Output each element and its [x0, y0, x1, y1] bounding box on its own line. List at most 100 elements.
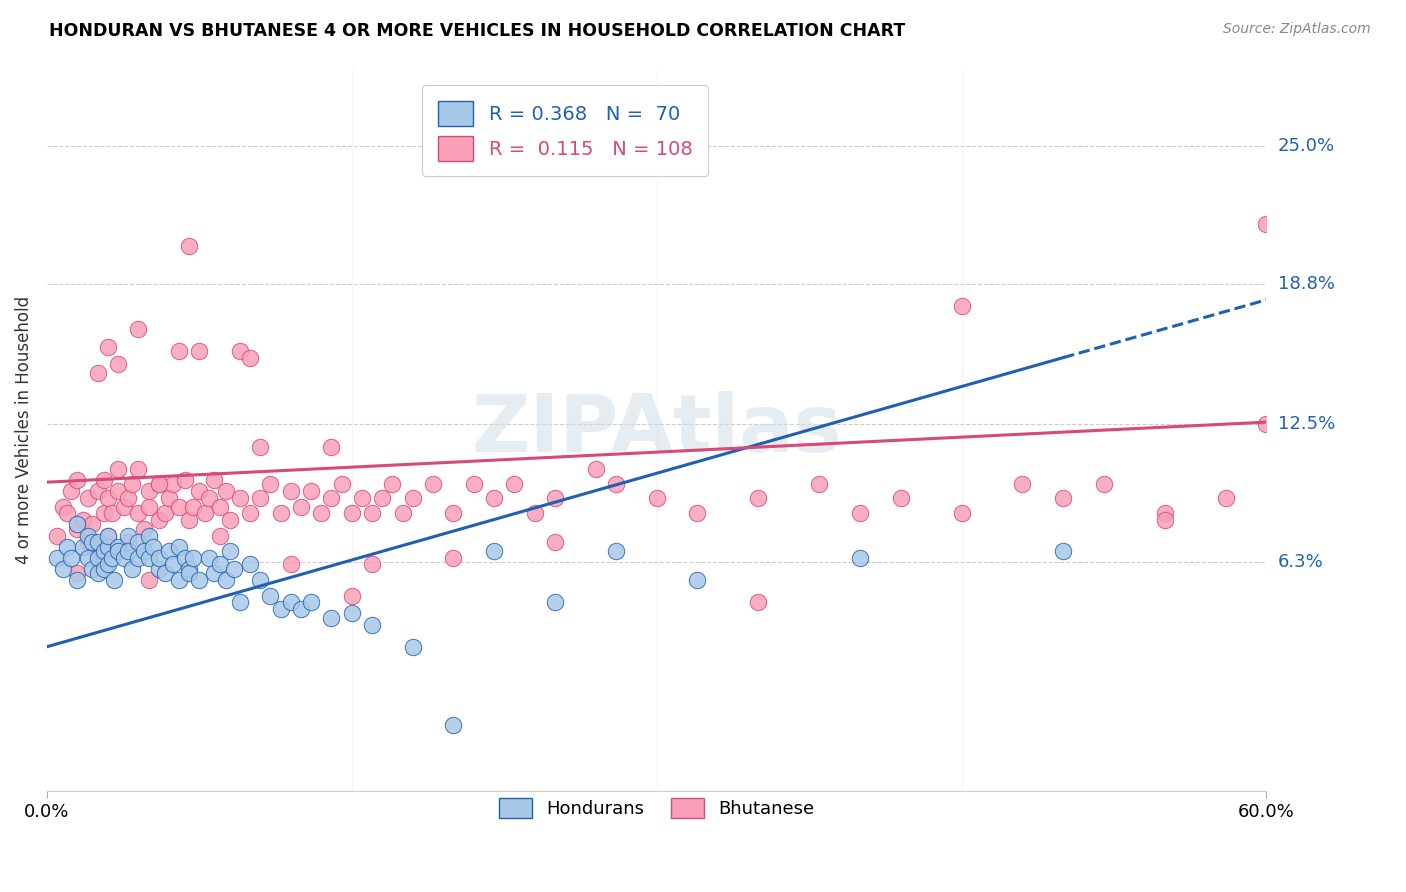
Point — [138, 528, 160, 542]
Point — [239, 558, 262, 572]
Point — [121, 477, 143, 491]
Point — [97, 491, 120, 505]
Point — [80, 562, 103, 576]
Point — [107, 540, 129, 554]
Point — [361, 617, 384, 632]
Point — [148, 550, 170, 565]
Point — [321, 611, 343, 625]
Point — [66, 522, 89, 536]
Point — [270, 506, 292, 520]
Point — [270, 602, 292, 616]
Point — [605, 544, 627, 558]
Point — [605, 477, 627, 491]
Legend: Hondurans, Bhutanese: Hondurans, Bhutanese — [492, 790, 821, 826]
Point — [46, 550, 69, 565]
Point — [107, 462, 129, 476]
Point — [188, 484, 211, 499]
Point — [93, 473, 115, 487]
Point — [890, 491, 912, 505]
Point — [645, 491, 668, 505]
Point — [138, 573, 160, 587]
Point — [153, 566, 176, 581]
Text: 6.3%: 6.3% — [1278, 553, 1323, 571]
Text: ZIPAtlas: ZIPAtlas — [471, 391, 842, 469]
Point — [157, 491, 180, 505]
Point — [350, 491, 373, 505]
Point — [381, 477, 404, 491]
Point — [93, 506, 115, 520]
Point — [202, 473, 225, 487]
Point — [127, 506, 149, 520]
Point — [290, 602, 312, 616]
Point — [290, 500, 312, 514]
Point — [482, 491, 505, 505]
Point — [66, 517, 89, 532]
Point — [218, 544, 240, 558]
Point — [56, 540, 79, 554]
Point — [93, 562, 115, 576]
Point — [86, 366, 108, 380]
Point — [148, 562, 170, 576]
Point — [747, 491, 769, 505]
Point — [97, 528, 120, 542]
Point — [66, 573, 89, 587]
Point — [402, 491, 425, 505]
Point — [1153, 506, 1175, 520]
Text: 25.0%: 25.0% — [1278, 137, 1334, 155]
Point — [179, 513, 201, 527]
Point — [134, 522, 156, 536]
Point — [174, 550, 197, 565]
Point — [148, 477, 170, 491]
Point — [153, 506, 176, 520]
Point — [950, 300, 973, 314]
Point — [174, 473, 197, 487]
Point — [849, 550, 872, 565]
Point — [80, 517, 103, 532]
Point — [103, 573, 125, 587]
Point — [76, 528, 98, 542]
Point — [134, 544, 156, 558]
Point — [167, 573, 190, 587]
Point — [80, 535, 103, 549]
Point — [1011, 477, 1033, 491]
Point — [60, 550, 83, 565]
Point — [101, 550, 124, 565]
Point — [503, 477, 526, 491]
Point — [259, 477, 281, 491]
Point — [747, 595, 769, 609]
Point — [86, 566, 108, 581]
Point — [117, 535, 139, 549]
Point — [188, 343, 211, 358]
Point — [157, 544, 180, 558]
Point — [218, 513, 240, 527]
Point — [544, 535, 567, 549]
Text: Source: ZipAtlas.com: Source: ZipAtlas.com — [1223, 22, 1371, 37]
Point — [52, 562, 75, 576]
Point — [56, 506, 79, 520]
Point — [361, 558, 384, 572]
Point — [299, 595, 322, 609]
Point — [208, 528, 231, 542]
Point — [463, 477, 485, 491]
Point — [441, 550, 464, 565]
Point — [249, 573, 271, 587]
Point — [208, 558, 231, 572]
Point — [1215, 491, 1237, 505]
Point — [167, 343, 190, 358]
Point — [76, 535, 98, 549]
Point — [46, 528, 69, 542]
Point — [391, 506, 413, 520]
Point — [239, 506, 262, 520]
Point — [1052, 544, 1074, 558]
Point — [950, 506, 973, 520]
Point — [229, 595, 252, 609]
Point — [97, 540, 120, 554]
Point — [202, 566, 225, 581]
Point — [808, 477, 831, 491]
Point — [849, 506, 872, 520]
Point — [127, 462, 149, 476]
Point — [215, 484, 238, 499]
Point — [361, 506, 384, 520]
Point — [371, 491, 394, 505]
Point — [127, 322, 149, 336]
